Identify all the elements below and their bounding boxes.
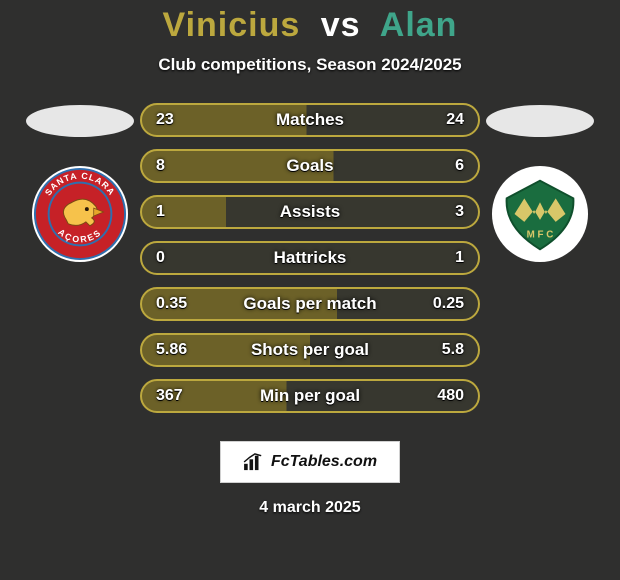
stat-value-left: 23 [156,111,200,129]
subtitle: Club competitions, Season 2024/2025 [158,55,461,75]
stat-value-right: 5.8 [420,341,464,359]
comparison-title: Vinicius vs Alan [163,6,458,45]
main-row: SANTA CLARA AÇORES 23Matches24 8Goals6 1As… [0,103,620,413]
player1-photo-placeholder [26,105,134,137]
stat-value-left: 367 [156,387,200,405]
stat-value-left: 8 [156,157,200,175]
stat-row: 367Min per goal480 [140,379,480,413]
stat-row: 23Matches24 [140,103,480,137]
player1-name: Vinicius [163,6,301,44]
fctables-logo: FcTables.com [220,441,400,483]
logo-text: FcTables.com [271,453,377,471]
stat-row: 8Goals6 [140,149,480,183]
left-column: SANTA CLARA AÇORES [20,103,140,263]
right-column: M F C [480,103,600,263]
stats-column: 23Matches24 8Goals6 1Assists3 0Hattricks1 0.… [140,103,480,413]
stat-value-left: 0 [156,249,200,267]
vs-text: vs [321,6,361,44]
player1-club-badge: SANTA CLARA AÇORES [31,165,129,263]
stat-value-right: 24 [420,111,464,129]
bar-chart-icon [243,453,265,471]
date-text: 4 march 2025 [259,499,360,517]
santa-clara-badge-icon: SANTA CLARA AÇORES [31,165,129,263]
stat-row: 0Hattricks1 [140,241,480,275]
stat-value-right: 6 [420,157,464,175]
stat-row: 5.86Shots per goal5.8 [140,333,480,367]
svg-text:M F C: M F C [527,230,554,241]
stat-value-right: 480 [420,387,464,405]
stat-value-left: 0.35 [156,295,200,313]
stat-value-left: 1 [156,203,200,221]
stat-value-right: 0.25 [420,295,464,313]
stat-value-right: 3 [420,203,464,221]
stat-row: 0.35Goals per match0.25 [140,287,480,321]
moreirense-badge-icon: M F C [491,165,589,263]
stat-value-right: 1 [420,249,464,267]
stat-row: 1Assists3 [140,195,480,229]
stat-value-left: 5.86 [156,341,200,359]
player2-photo-placeholder [486,105,594,137]
player2-club-badge: M F C [491,165,589,263]
player2-name: Alan [380,6,458,44]
